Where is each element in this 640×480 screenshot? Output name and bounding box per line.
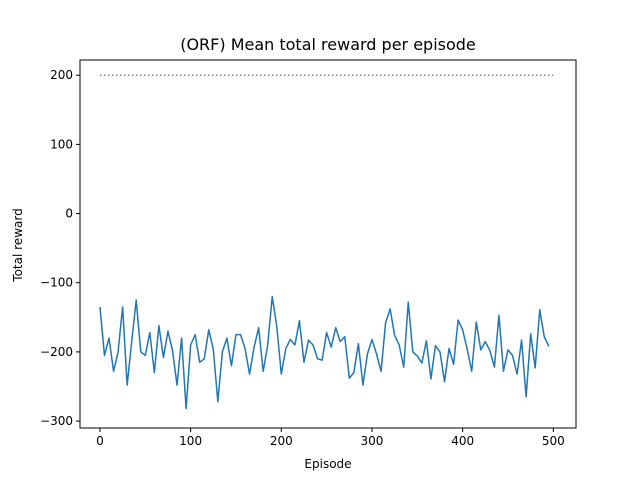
- y-tick-label: −100: [40, 276, 73, 290]
- series-line-0: [99, 295, 550, 410]
- plot-area: 0 100 200 300 400 500 −300 −200 −100 0 100 200: [40, 59, 577, 448]
- chart-title: (ORF) Mean total reward per episode: [180, 35, 476, 54]
- y-tick-label: −300: [40, 414, 73, 428]
- x-tick-label: 400: [451, 434, 474, 448]
- y-tick-label: 100: [50, 137, 73, 151]
- x-tick-label: 300: [361, 434, 384, 448]
- y-tick-label: −200: [40, 345, 73, 359]
- y-tick-label: 0: [65, 207, 73, 221]
- x-tick-label: 0: [96, 434, 104, 448]
- y-axis-label: Total reward: [11, 208, 25, 282]
- y-tick-label: 200: [50, 68, 73, 82]
- axes-frame: [79, 59, 577, 429]
- x-tick-label: 100: [179, 434, 202, 448]
- x-axis-label: Episode: [304, 457, 351, 471]
- x-tick-label: 500: [542, 434, 565, 448]
- x-tick-label: 200: [270, 434, 293, 448]
